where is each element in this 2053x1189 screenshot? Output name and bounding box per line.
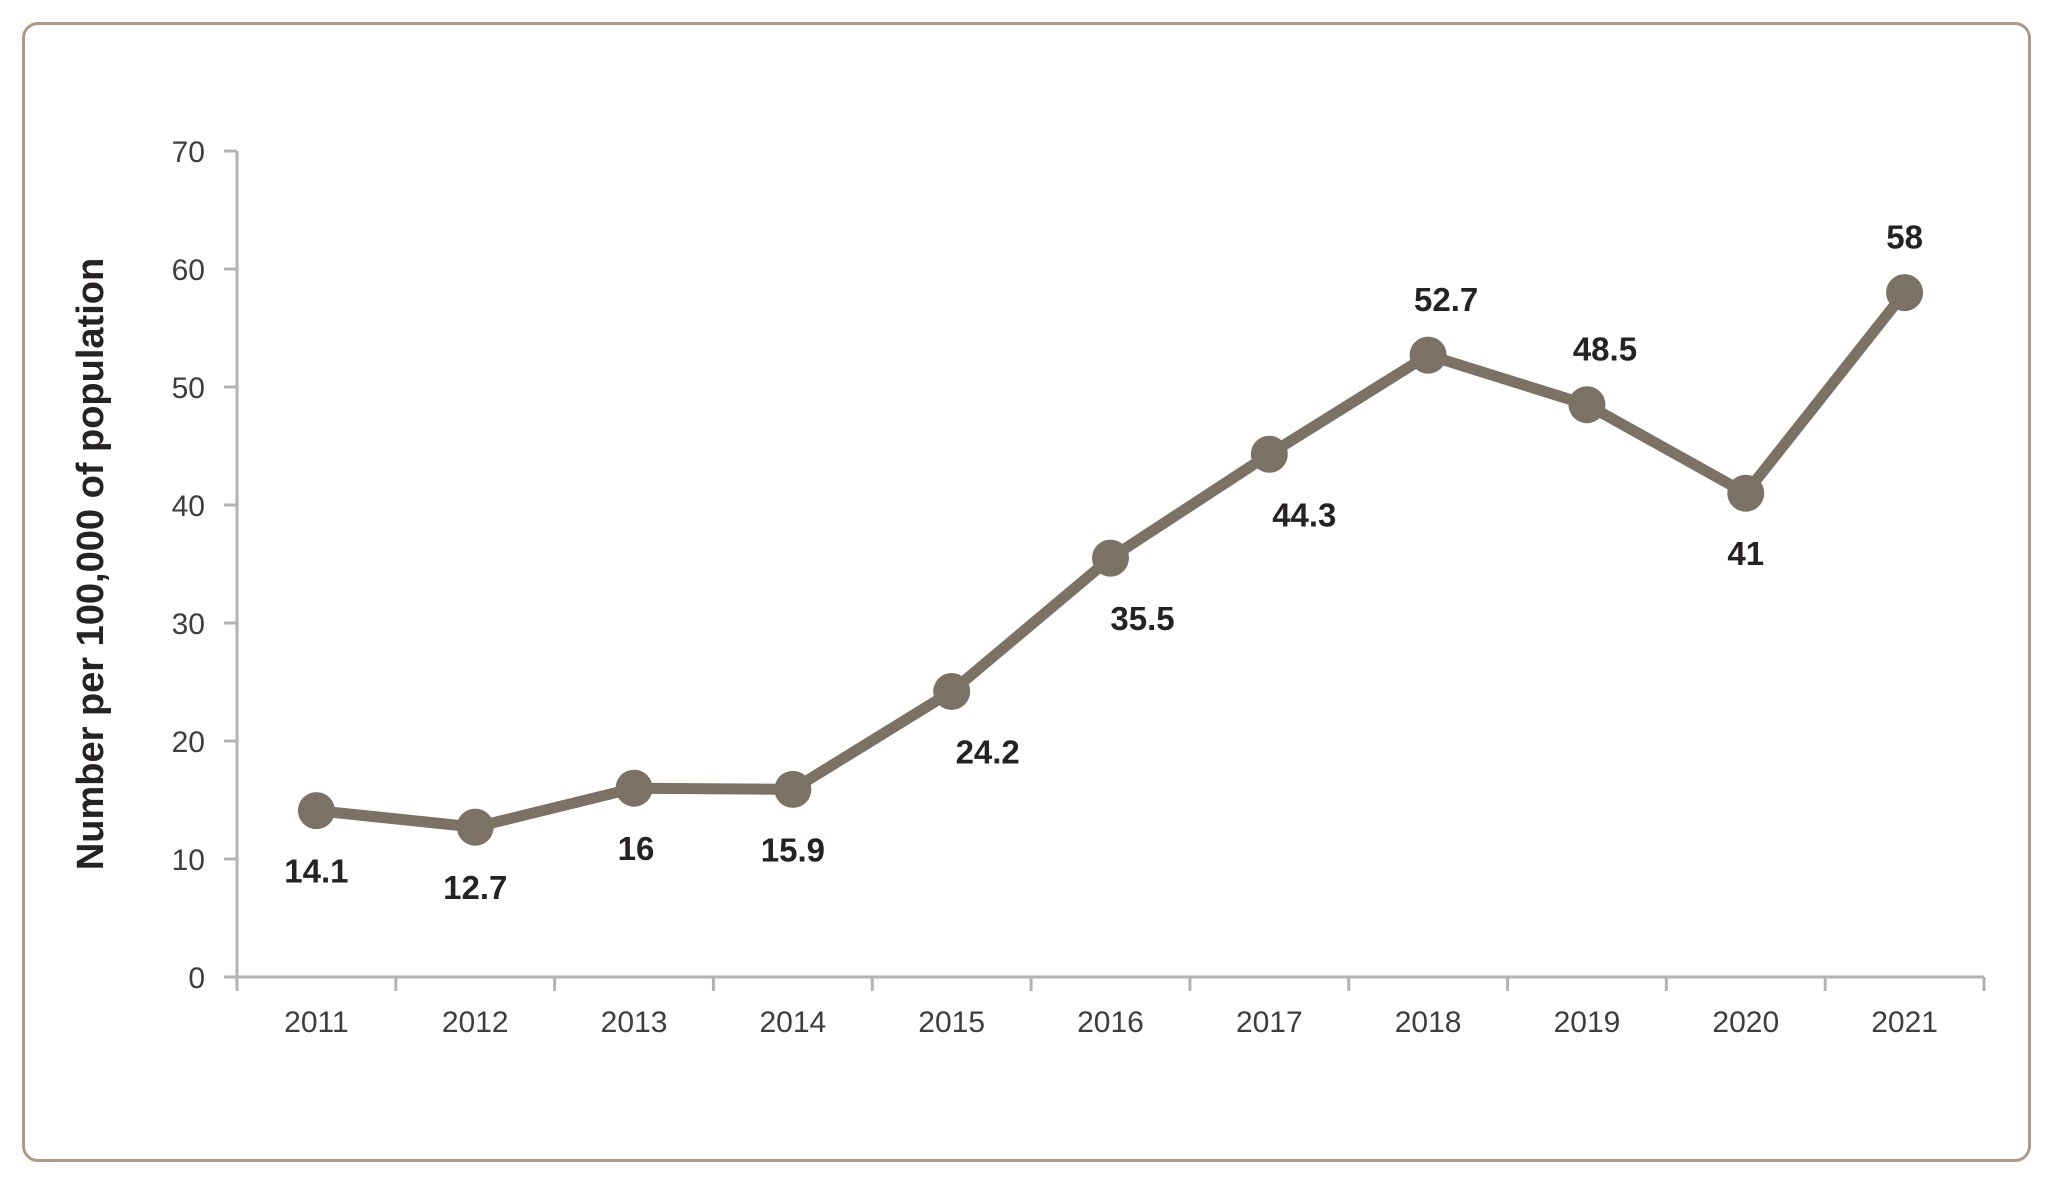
data-point <box>774 770 812 808</box>
data-point-labels: 14.1 12.7 16 15.9 24.2 35.5 44.3 52.7 48.5 41 58 <box>284 219 1923 907</box>
y-tick-label: 10 <box>172 844 205 877</box>
x-tick-label: 2016 <box>1077 1006 1144 1039</box>
data-point-label: 35.5 <box>1110 600 1174 637</box>
data-point-label: 58 <box>1886 219 1923 256</box>
y-axis-title: Number per 100,000 of population <box>70 258 112 870</box>
x-tick-label: 2020 <box>1712 1006 1779 1039</box>
x-tick-label: 2013 <box>601 1006 668 1039</box>
data-point-label: 14.1 <box>284 853 348 890</box>
x-tick-label: 2018 <box>1395 1006 1462 1039</box>
data-point <box>1250 435 1288 473</box>
data-point <box>1092 539 1129 577</box>
x-tick-label: 2021 <box>1871 1006 1938 1039</box>
data-point <box>1727 474 1765 512</box>
x-tick-label: 2019 <box>1554 1006 1621 1039</box>
x-tick-label: 2015 <box>918 1006 985 1039</box>
data-point-label: 16 <box>618 830 655 867</box>
y-tick-label: 60 <box>172 254 205 287</box>
axes <box>224 149 1986 991</box>
y-tick-label: 0 <box>188 962 205 995</box>
data-point-label: 41 <box>1727 535 1764 572</box>
x-tick-label: 2017 <box>1236 1006 1303 1039</box>
data-point <box>1886 274 1924 312</box>
data-point <box>456 808 494 846</box>
axis-tick-labels: 0 10 20 30 40 50 60 70 2011 2012 2013 2014 2015 2016 2… <box>172 136 1938 1039</box>
chart-card <box>22 22 2031 1162</box>
data-point-label: 12.7 <box>443 869 507 906</box>
data-point-label: 44.3 <box>1272 496 1336 533</box>
y-tick-label: 70 <box>172 136 205 169</box>
x-tick-label: 2011 <box>284 1006 349 1039</box>
y-tick-label: 50 <box>172 372 205 405</box>
y-tick-label: 20 <box>172 726 205 759</box>
data-point-label: 24.2 <box>956 733 1020 770</box>
data-point-label: 52.7 <box>1414 281 1478 318</box>
data-series <box>297 274 1924 846</box>
x-tick-label: 2014 <box>759 1006 826 1039</box>
data-point <box>1568 386 1606 424</box>
data-point <box>615 769 653 807</box>
x-tick-label: 2012 <box>442 1006 509 1039</box>
data-point <box>933 672 971 710</box>
y-tick-label: 30 <box>172 608 205 641</box>
data-point-label: 15.9 <box>761 831 825 868</box>
y-tick-label: 40 <box>172 490 205 523</box>
data-point <box>1409 336 1447 374</box>
data-point-label: 48.5 <box>1573 331 1637 368</box>
data-point <box>297 792 335 830</box>
